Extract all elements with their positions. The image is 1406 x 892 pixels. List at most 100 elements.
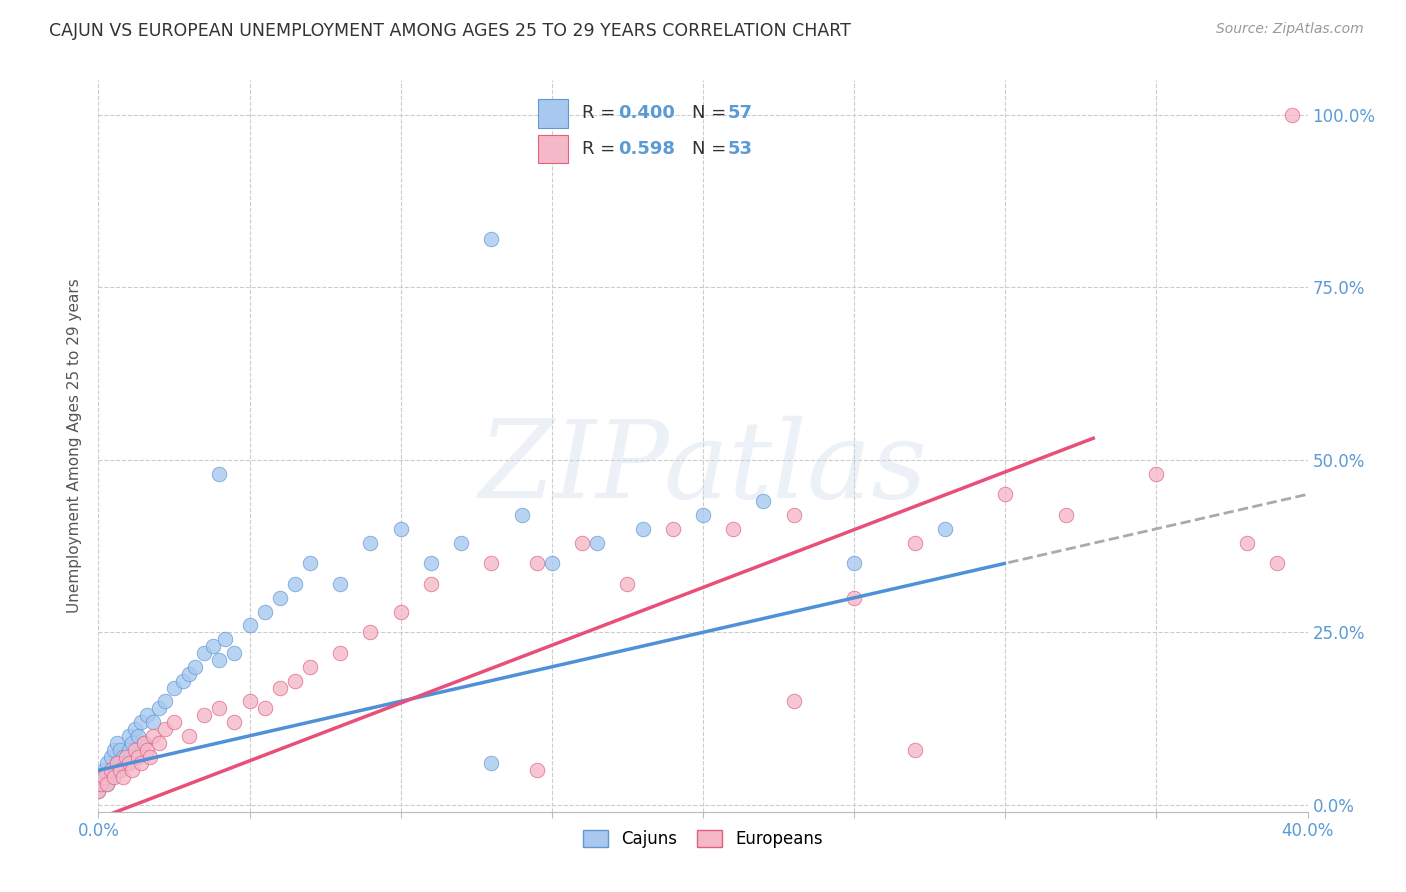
Point bbox=[105, 756, 128, 771]
Point bbox=[481, 557, 503, 571]
Point bbox=[87, 784, 110, 798]
Text: ZIPatlas: ZIPatlas bbox=[478, 416, 928, 521]
Point bbox=[510, 508, 533, 522]
Text: R =: R = bbox=[582, 140, 621, 158]
Point bbox=[135, 742, 157, 756]
Point bbox=[139, 749, 162, 764]
Point bbox=[163, 681, 186, 695]
Text: 0.598: 0.598 bbox=[617, 140, 675, 158]
Point bbox=[103, 742, 125, 756]
Point bbox=[329, 646, 352, 660]
Point bbox=[172, 673, 194, 688]
Point bbox=[208, 701, 231, 715]
Point bbox=[93, 770, 115, 784]
Point bbox=[284, 577, 307, 591]
Point bbox=[163, 714, 186, 729]
Text: R =: R = bbox=[582, 104, 621, 122]
Point bbox=[1236, 535, 1258, 549]
Point bbox=[153, 722, 176, 736]
Point bbox=[142, 714, 165, 729]
Point bbox=[193, 708, 215, 723]
Y-axis label: Unemployment Among Ages 25 to 29 years: Unemployment Among Ages 25 to 29 years bbox=[67, 278, 83, 614]
Point bbox=[96, 756, 118, 771]
Point bbox=[631, 522, 654, 536]
Point bbox=[1054, 508, 1077, 522]
Text: N =: N = bbox=[692, 140, 731, 158]
Point bbox=[783, 694, 806, 708]
Point bbox=[1281, 108, 1303, 122]
Point bbox=[752, 494, 775, 508]
Point bbox=[127, 729, 149, 743]
Point bbox=[96, 777, 118, 791]
Point bbox=[129, 756, 152, 771]
Point bbox=[224, 646, 246, 660]
Point bbox=[1267, 557, 1289, 571]
Point bbox=[723, 522, 745, 536]
Point bbox=[108, 764, 131, 778]
Point bbox=[481, 756, 503, 771]
Point bbox=[90, 777, 112, 791]
Point bbox=[124, 722, 146, 736]
Point bbox=[239, 694, 262, 708]
Point bbox=[118, 756, 141, 771]
Point bbox=[179, 729, 201, 743]
Point bbox=[124, 742, 146, 756]
Point bbox=[253, 701, 276, 715]
Point bbox=[148, 701, 170, 715]
Point bbox=[360, 535, 382, 549]
Point bbox=[184, 660, 207, 674]
Point bbox=[87, 784, 110, 798]
Point bbox=[269, 681, 291, 695]
Point bbox=[127, 749, 149, 764]
Point bbox=[389, 522, 412, 536]
Point bbox=[224, 714, 246, 729]
Point bbox=[148, 736, 170, 750]
Point bbox=[179, 666, 201, 681]
Point bbox=[129, 714, 152, 729]
Point bbox=[934, 522, 956, 536]
Point bbox=[93, 764, 115, 778]
FancyBboxPatch shape bbox=[538, 135, 568, 163]
Point bbox=[193, 646, 215, 660]
Point bbox=[105, 736, 128, 750]
Point bbox=[526, 764, 548, 778]
Point bbox=[284, 673, 307, 688]
Text: N =: N = bbox=[692, 104, 731, 122]
Point bbox=[540, 557, 562, 571]
Legend: Cajuns, Europeans: Cajuns, Europeans bbox=[576, 823, 830, 855]
Point bbox=[208, 467, 231, 481]
Point bbox=[121, 764, 143, 778]
Point bbox=[100, 749, 122, 764]
FancyBboxPatch shape bbox=[538, 99, 568, 128]
Point bbox=[239, 618, 262, 632]
Point bbox=[100, 770, 122, 784]
Point bbox=[118, 729, 141, 743]
Point bbox=[100, 764, 122, 778]
Point bbox=[253, 605, 276, 619]
Point bbox=[111, 770, 134, 784]
Point bbox=[105, 756, 128, 771]
Point bbox=[114, 756, 136, 771]
Point bbox=[299, 660, 322, 674]
Point bbox=[111, 749, 134, 764]
Point bbox=[108, 742, 131, 756]
Point bbox=[153, 694, 176, 708]
Point bbox=[135, 708, 157, 723]
Point bbox=[661, 522, 683, 536]
Point bbox=[299, 557, 322, 571]
Point bbox=[420, 577, 443, 591]
Point bbox=[616, 577, 638, 591]
Point bbox=[904, 742, 927, 756]
Point bbox=[481, 232, 503, 246]
Point bbox=[844, 591, 866, 605]
Point bbox=[114, 749, 136, 764]
Text: 57: 57 bbox=[727, 104, 752, 122]
Point bbox=[844, 557, 866, 571]
Point bbox=[450, 535, 472, 549]
Point bbox=[994, 487, 1017, 501]
Point bbox=[208, 653, 231, 667]
Text: 53: 53 bbox=[727, 140, 752, 158]
Point bbox=[269, 591, 291, 605]
Point bbox=[214, 632, 236, 647]
Text: CAJUN VS EUROPEAN UNEMPLOYMENT AMONG AGES 25 TO 29 YEARS CORRELATION CHART: CAJUN VS EUROPEAN UNEMPLOYMENT AMONG AGE… bbox=[49, 22, 851, 40]
